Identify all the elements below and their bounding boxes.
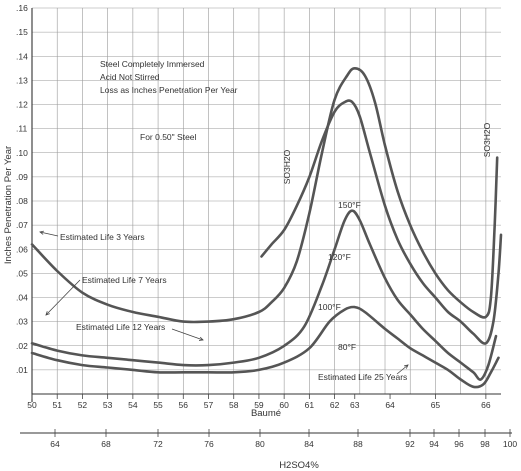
annotation-arrowhead-3 xyxy=(404,364,409,369)
annotation-label-1: Estimated Life 7 Years xyxy=(82,275,167,285)
x2-tick-label: 84 xyxy=(304,439,314,449)
x-tick-label: 61 xyxy=(305,400,315,410)
annotation-arrowhead-0 xyxy=(39,230,44,235)
series-line-0 xyxy=(30,67,499,324)
x2-tick-label: 64 xyxy=(50,439,60,449)
x2-tick-label: 76 xyxy=(204,439,214,449)
y-tick-label: .07 xyxy=(16,220,28,230)
x2-tick-label: 72 xyxy=(153,439,163,449)
annotation-arrow-1 xyxy=(45,279,81,316)
note-steel-thickness: For 0.50" Steel xyxy=(140,132,197,142)
annotation-arrow-3 xyxy=(396,364,409,375)
x-tick-label: 57 xyxy=(204,400,214,410)
x-tick-label: 58 xyxy=(229,400,239,410)
x-tick-label: 52 xyxy=(78,400,88,410)
x-tick-label: 56 xyxy=(179,400,189,410)
y-tick-label: .16 xyxy=(16,3,28,13)
x2-axis-title: H2SO4% xyxy=(279,460,319,471)
x2-tick-label: 88 xyxy=(353,439,363,449)
x2-tick-label: 68 xyxy=(101,439,111,449)
series-line-2 xyxy=(30,209,498,381)
y-tick-label: .12 xyxy=(16,100,28,110)
x2-tick-label: 96 xyxy=(454,439,464,449)
axes xyxy=(20,8,512,437)
series-line-3 xyxy=(30,305,500,389)
x-tick-label: 53 xyxy=(103,400,113,410)
series-lines xyxy=(30,67,503,389)
annotation-label-0: Estimated Life 3 Years xyxy=(60,232,145,242)
grid xyxy=(32,7,501,394)
vertical-label-center: SO3H2O xyxy=(282,149,292,184)
x-axis-title: Baumé xyxy=(251,408,281,419)
y-tick-label: .09 xyxy=(16,172,28,182)
y-tick-label: .05 xyxy=(16,268,28,278)
annotation-arrowhead-1 xyxy=(45,311,50,316)
x-tick-label: 59 xyxy=(254,400,264,410)
annotation-label-3: Estimated Life 25 Years xyxy=(318,372,407,382)
annotation-arrow-2 xyxy=(171,328,204,341)
y-tick-label: .01 xyxy=(16,365,28,375)
x-tick-labels: 50 51 52 53 54 55 56 57 58 59 60 61 62 63 64 65 66 xyxy=(27,400,491,410)
y-tick-labels: .01 .02 .03 .04 .05 .06 .07 .08 .09 .10 .11 .12 .13.… xyxy=(16,3,28,375)
note-not-stirred: Acid Not Stirred xyxy=(100,72,160,82)
annotation-arrowhead-2 xyxy=(198,336,204,341)
x-tick-label: 66 xyxy=(481,400,491,410)
vertical-label-right: SO3H2O xyxy=(482,122,492,157)
series-label-1: 120°F xyxy=(328,252,351,262)
series-line-1 xyxy=(260,99,503,345)
y-tick-label: .03 xyxy=(16,317,28,327)
x2-tick-labels: 64 68 72 76 80 84 88 92 94 96 98 100 xyxy=(50,439,517,449)
x2-tick-label: 94 xyxy=(429,439,439,449)
y-tick-label: .13 xyxy=(16,75,28,85)
x2-tick-label: 100 xyxy=(503,439,517,449)
y-tick-label: .10 xyxy=(16,148,28,158)
x-tick-label: 51 xyxy=(52,400,62,410)
annotations: Estimated Life 3 Years Estimated Life 7 Y… xyxy=(39,230,409,382)
x-tick-label: 63 xyxy=(350,400,360,410)
annotation-arrow-0 xyxy=(39,231,59,237)
x-tick-label: 50 xyxy=(27,400,37,410)
y-tick-label: .08 xyxy=(16,196,28,206)
y-tick-label: .11 xyxy=(16,124,27,134)
series-label-2: 100°F xyxy=(318,302,341,312)
y-tick-label: .04 xyxy=(16,293,28,303)
x-tick-label: 60 xyxy=(279,400,289,410)
y-tick-label: .14 xyxy=(16,51,28,61)
y-tick-label: .15 xyxy=(16,27,28,37)
series-label-0: 150°F xyxy=(338,200,361,210)
note-immersed: Steel Completely Immersed xyxy=(100,59,205,69)
x-tick-label: 54 xyxy=(128,400,138,410)
note-loss: Loss as Inches Penetration Per Year xyxy=(100,85,238,95)
x-tick-label: 55 xyxy=(153,400,163,410)
series-label-3: 80°F xyxy=(338,342,356,352)
y-axis-title: Inches Penetration Per Year xyxy=(3,146,14,264)
y-tick-label: .02 xyxy=(16,341,28,351)
x2-tick-label: 80 xyxy=(255,439,265,449)
y-tick-label: .06 xyxy=(16,244,28,254)
x-tick-label: 62 xyxy=(330,400,340,410)
series-labels: 150°F 120°F 100°F 80°F xyxy=(318,200,361,352)
x-tick-label: 65 xyxy=(431,400,441,410)
x2-tick-label: 92 xyxy=(405,439,415,449)
annotation-label-2: Estimated Life 12 Years xyxy=(76,322,165,332)
x2-tick-label: 98 xyxy=(480,439,490,449)
x-tick-label: 64 xyxy=(385,400,395,410)
